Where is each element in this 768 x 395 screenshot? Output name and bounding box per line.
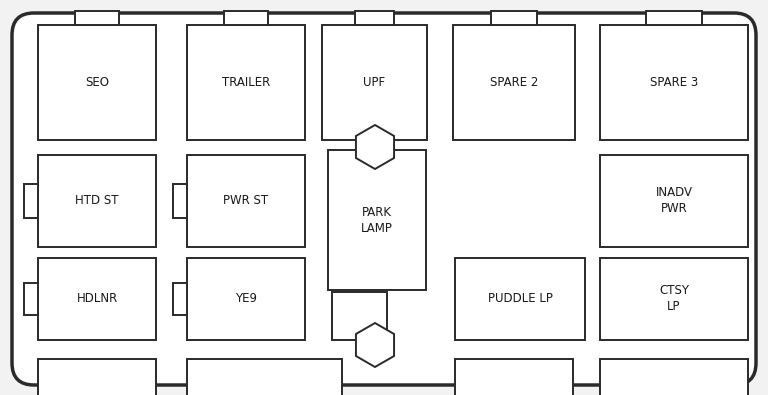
Text: PUDDLE LP: PUDDLE LP (488, 293, 552, 305)
Bar (453, 25, 575, 140)
Text: PWR ST: PWR ST (223, 194, 269, 207)
Text: SEO: SEO (85, 76, 109, 89)
Bar (322, 25, 427, 140)
Polygon shape (356, 323, 394, 367)
Text: PARK
LAMP: PARK LAMP (361, 205, 393, 235)
Text: CTSY
LP: CTSY LP (659, 284, 689, 314)
Text: TRAILER: TRAILER (222, 76, 270, 89)
Bar (38, 359, 156, 395)
Bar (646, 11, 702, 25)
Text: SPARE 3: SPARE 3 (650, 76, 698, 89)
Bar (187, 258, 305, 340)
Bar (355, 11, 395, 25)
FancyBboxPatch shape (12, 13, 756, 385)
Bar (187, 359, 342, 395)
Bar (600, 258, 748, 340)
Text: YE9: YE9 (235, 293, 257, 305)
Bar (187, 25, 305, 140)
Bar (38, 25, 156, 140)
Bar (328, 150, 426, 290)
Text: UPF: UPF (363, 76, 386, 89)
Bar (38, 258, 156, 340)
Bar (24, 184, 38, 218)
Bar (173, 184, 187, 218)
Bar (600, 359, 748, 395)
Bar (600, 25, 748, 140)
Bar (491, 11, 537, 25)
Text: HTD ST: HTD ST (75, 194, 119, 207)
Text: HDLNR: HDLNR (76, 293, 118, 305)
Bar (455, 359, 573, 395)
Text: SPARE 2: SPARE 2 (490, 76, 538, 89)
Text: INADV
PWR: INADV PWR (656, 186, 693, 216)
Bar (455, 258, 585, 340)
Bar (332, 292, 387, 340)
Polygon shape (356, 125, 394, 169)
Bar (187, 155, 305, 247)
Bar (173, 284, 187, 314)
Bar (74, 11, 119, 25)
Bar (223, 11, 269, 25)
Bar (38, 155, 156, 247)
Bar (600, 155, 748, 247)
Bar (24, 284, 38, 314)
